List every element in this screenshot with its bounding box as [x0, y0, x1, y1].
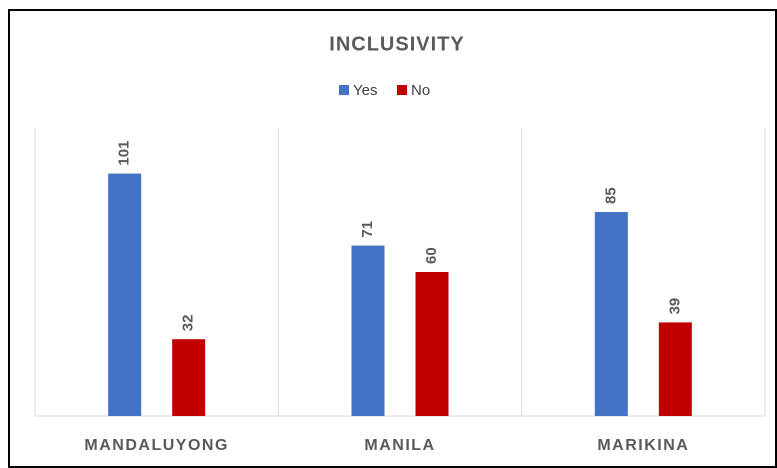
bar: [172, 339, 206, 416]
bar: [351, 245, 385, 416]
chart-title: INCLUSIVITY: [329, 33, 464, 55]
value-label: 32: [180, 315, 197, 332]
x-tick-label: MANILA: [364, 437, 435, 454]
legend-label: No: [411, 82, 430, 99]
bar: [108, 173, 142, 416]
x-tick-label: MARIKINA: [597, 437, 689, 454]
bar: [594, 212, 628, 416]
value-label: 39: [666, 298, 683, 315]
bar: [658, 322, 692, 416]
bar: [415, 272, 449, 416]
value-label: 60: [423, 247, 440, 264]
value-label: 101: [116, 141, 133, 166]
legend-swatch: [397, 85, 407, 95]
value-label: 71: [359, 221, 376, 238]
value-label: 85: [602, 187, 619, 204]
legend-swatch: [339, 85, 349, 95]
x-tick-label: MANDALUYONG: [84, 437, 229, 454]
legend-label: Yes: [353, 82, 377, 99]
